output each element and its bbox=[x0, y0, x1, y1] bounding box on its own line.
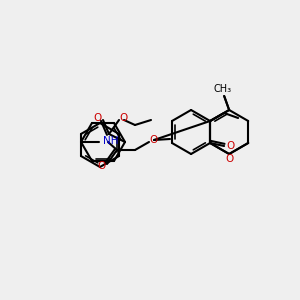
Text: O: O bbox=[94, 113, 102, 123]
Text: O: O bbox=[98, 161, 106, 171]
Text: NH: NH bbox=[103, 136, 118, 146]
Text: O: O bbox=[119, 113, 127, 123]
Text: O: O bbox=[225, 154, 233, 164]
Text: CH₃: CH₃ bbox=[213, 84, 231, 94]
Text: O: O bbox=[226, 141, 234, 151]
Text: O: O bbox=[149, 135, 157, 145]
